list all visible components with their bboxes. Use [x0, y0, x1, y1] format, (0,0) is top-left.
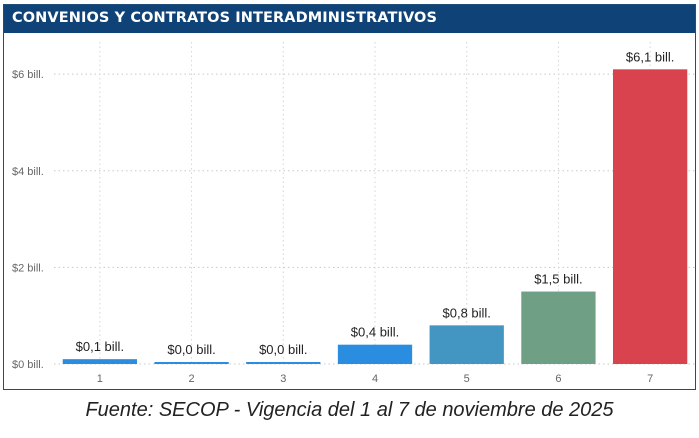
- x-tick-label: 4: [372, 373, 378, 385]
- chart-title: CONVENIOS Y CONTRATOS INTERADMINISTRATIV…: [12, 10, 438, 26]
- y-tick-label: $6 bill.: [12, 69, 44, 81]
- bar: [154, 362, 229, 364]
- bar: [62, 359, 138, 364]
- data-label: $1,5 bill.: [534, 272, 582, 287]
- bar: [612, 69, 688, 365]
- bar-chart: $0 bill. $2 bill. $4 bill. $6 bill. $0,1 bil…: [12, 42, 696, 385]
- bar: [246, 362, 321, 364]
- bar: [337, 344, 413, 364]
- data-label: $0,4 bill.: [351, 325, 399, 340]
- x-tick-label: 2: [189, 373, 195, 385]
- source-caption: Fuente: SECOP - Vigencia del 1 al 7 de n…: [85, 399, 614, 421]
- x-tick-label: 1: [97, 373, 103, 385]
- data-label: $0,0 bill.: [259, 342, 307, 357]
- x-tick-label: 7: [647, 373, 653, 385]
- x-tick-label: 5: [464, 373, 470, 385]
- chart-header: CONVENIOS Y CONTRATOS INTERADMINISTRATIV…: [4, 5, 695, 33]
- chart-panel: CONVENIOS Y CONTRATOS INTERADMINISTRATIV…: [3, 4, 696, 390]
- data-label: $0,0 bill.: [167, 342, 215, 357]
- data-label: $6,1 bill.: [626, 49, 674, 64]
- bar: [429, 325, 504, 364]
- y-tick-label: $4 bill.: [12, 166, 44, 178]
- bar: [521, 291, 596, 364]
- y-tick-label: $0 bill.: [12, 359, 44, 371]
- y-tick-label: $2 bill.: [12, 262, 44, 274]
- x-tick-label: 3: [280, 373, 286, 385]
- data-label: $0,8 bill.: [443, 305, 491, 320]
- x-tick-label: 6: [555, 373, 561, 385]
- data-label: $0,1 bill.: [76, 339, 124, 354]
